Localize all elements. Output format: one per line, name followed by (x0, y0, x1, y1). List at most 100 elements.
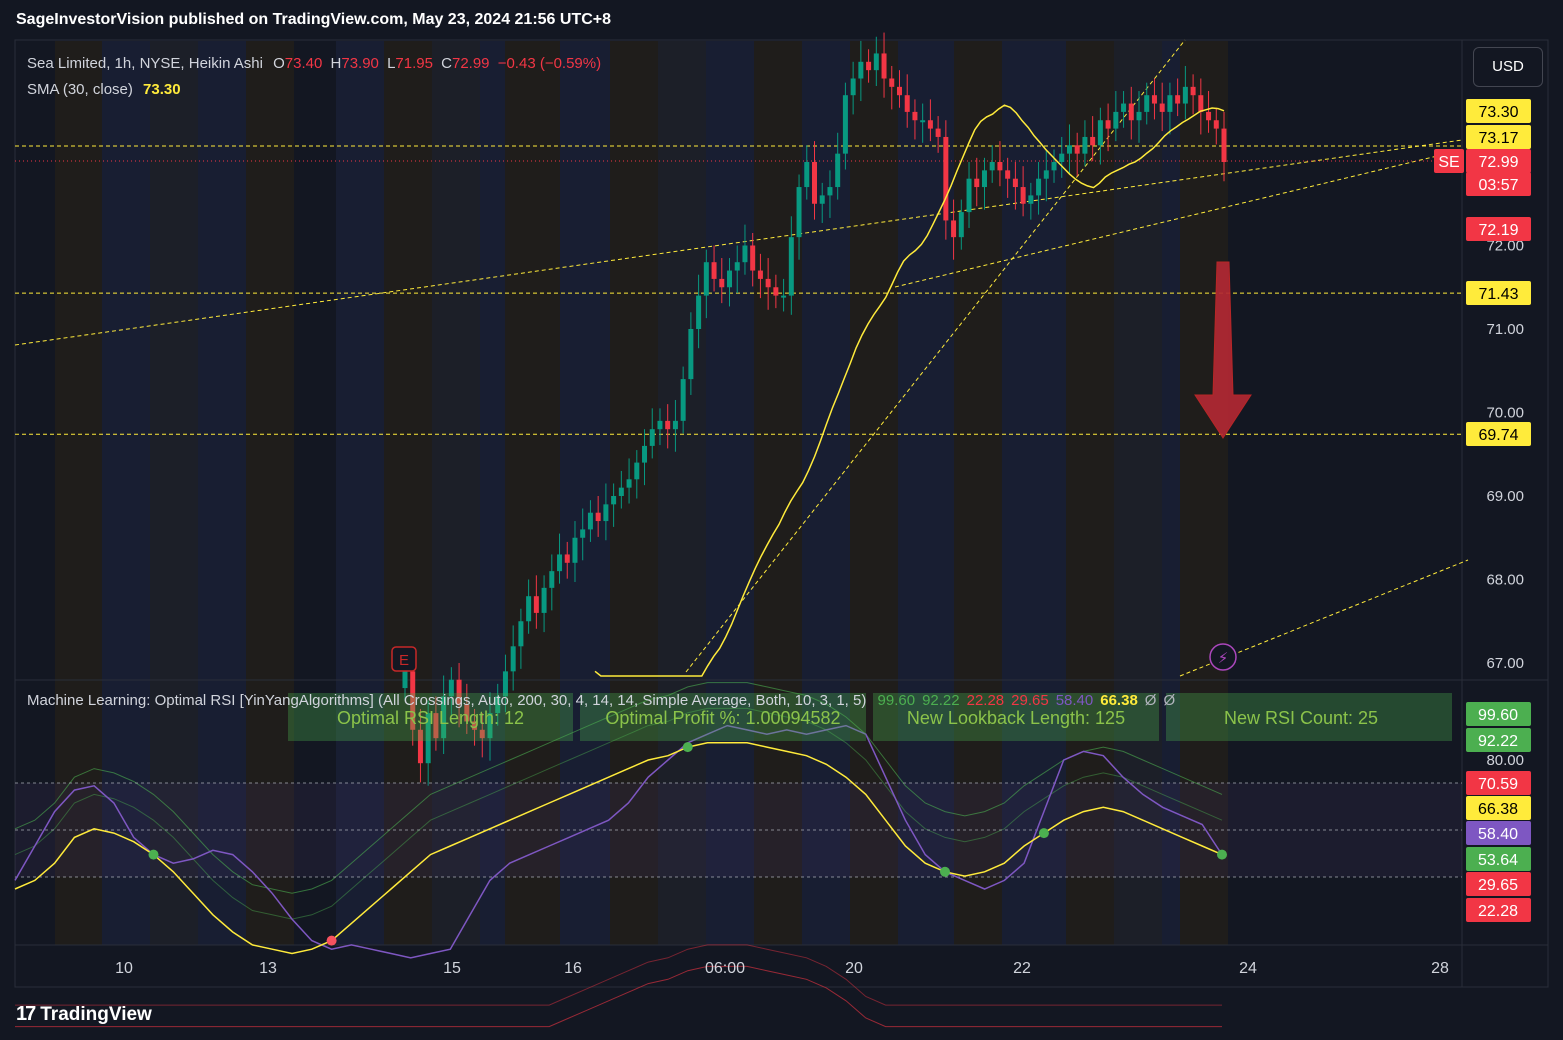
indicator-label-box (1466, 898, 1531, 922)
crossing-dot (682, 742, 693, 753)
candle-body (711, 262, 717, 279)
candle-body (1198, 95, 1204, 112)
session-stripe (198, 41, 246, 945)
legend-sma: SMA (30, close) 73.30 (27, 81, 181, 98)
upper-band-inner (14, 707, 1223, 920)
candle-body (618, 487, 624, 496)
indicator-label-box (1466, 872, 1531, 896)
price-tick-label: 72.00 (1486, 238, 1524, 255)
indicator-value: 29.65 (1011, 692, 1049, 709)
candle-body (479, 729, 485, 739)
indicator-label-text: 92.22 (1478, 733, 1518, 750)
stat-optimal-profit: Optimal Profit %: 1.00094582 (580, 693, 866, 741)
legend-low-label: L (387, 55, 396, 72)
session-stripe (1180, 41, 1228, 945)
candle-body (696, 295, 702, 329)
candle-body (773, 287, 779, 296)
indicator-label-box (1466, 847, 1531, 871)
candle-body (611, 496, 617, 505)
candle-body (958, 212, 964, 238)
top-bar: SageInvestorVision published on TradingV… (0, 0, 1563, 40)
price-label-box (1466, 281, 1531, 305)
legend-sma-value: 73.30 (143, 81, 181, 98)
price-label-text: 03:57 (1478, 177, 1518, 194)
candle-body (1059, 153, 1065, 162)
candle-body (989, 162, 995, 171)
candle-body (657, 420, 663, 430)
tradingview-logo[interactable]: 17 TradingView (16, 1003, 152, 1026)
session-stripe (706, 41, 754, 945)
candle-body (472, 721, 478, 730)
candle-body (788, 237, 794, 296)
session-stripe (1066, 41, 1114, 945)
candle-body (827, 187, 833, 196)
session-stripe (432, 41, 480, 945)
candle-body (757, 270, 763, 279)
legend-open-value: 73.40 (284, 55, 323, 72)
indicator-value: 66.38 (1100, 692, 1138, 709)
price-label-text: 72.99 (1478, 154, 1518, 171)
candle-body (672, 420, 678, 430)
legend-high-value: 73.90 (341, 55, 379, 72)
candle-body (603, 504, 609, 522)
candle-body (441, 696, 447, 739)
lower-band-inner (15, 944, 1222, 1006)
candle-body (680, 379, 686, 421)
candle-body (1121, 103, 1127, 112)
candle-body (448, 679, 454, 697)
price-label-box (1434, 149, 1464, 173)
indicator-label-box (1466, 796, 1531, 820)
session-stripe (850, 41, 898, 945)
candle-body (835, 153, 841, 188)
session-stripe (505, 41, 560, 945)
price-tick-label: 69.00 (1486, 488, 1524, 505)
earnings-marker[interactable]: E (391, 646, 417, 672)
candle-body (974, 178, 980, 188)
session-stripe (610, 41, 658, 945)
indicator-value: 99.60 (877, 692, 916, 709)
session-stripe (102, 41, 150, 945)
indicator-value: 22.28 (966, 692, 1005, 709)
candle-body (1144, 95, 1150, 112)
candle-body (1167, 95, 1173, 112)
trendline-upper-channel (894, 149, 1463, 288)
candle-body (1066, 145, 1072, 154)
session-stripe (1114, 41, 1162, 945)
candle-body (896, 86, 902, 96)
candle-body (750, 245, 756, 271)
lower-band (15, 965, 1222, 1028)
candle-body (464, 704, 470, 722)
candle-body (1151, 95, 1157, 104)
indicator-title: Machine Learning: Optimal RSI [YinYangAl… (27, 692, 867, 709)
candle-body (502, 671, 508, 697)
price-tick-label: 70.00 (1486, 405, 1524, 422)
candle-body (1206, 111, 1212, 121)
candle-body (966, 178, 972, 213)
candle-body (1090, 136, 1096, 146)
publisher-caption: SageInvestorVision published on TradingV… (16, 11, 612, 28)
indicator-label-box (1466, 821, 1531, 845)
legend-sma-label: SMA (30, close) (27, 81, 133, 98)
candle-body (564, 554, 570, 563)
price-tick-label: 67.00 (1486, 655, 1524, 672)
time-tick-label: 28 (1431, 960, 1449, 977)
legend-high-label: H (330, 55, 342, 72)
candle-body (981, 170, 987, 188)
session-stripe (754, 41, 802, 945)
indicator-tick-label: 80.00 (1486, 752, 1524, 769)
candle-body (1113, 111, 1119, 129)
candle-body (742, 245, 748, 263)
time-tick-label: 22 (1013, 960, 1031, 977)
lightning-marker[interactable]: ⚡ (1209, 643, 1237, 671)
candle-body (873, 53, 879, 71)
price-label-box (1466, 172, 1531, 196)
candle-body (649, 429, 655, 446)
crossing-dots (148, 742, 1227, 946)
indicator-label-text: 22.28 (1478, 903, 1518, 920)
candle-body (410, 671, 416, 730)
price-label-box (1466, 149, 1531, 173)
price-label-box (1466, 125, 1531, 149)
currency-button[interactable]: USD (1473, 47, 1543, 87)
candle-body (533, 596, 539, 613)
candle-body (587, 512, 593, 530)
